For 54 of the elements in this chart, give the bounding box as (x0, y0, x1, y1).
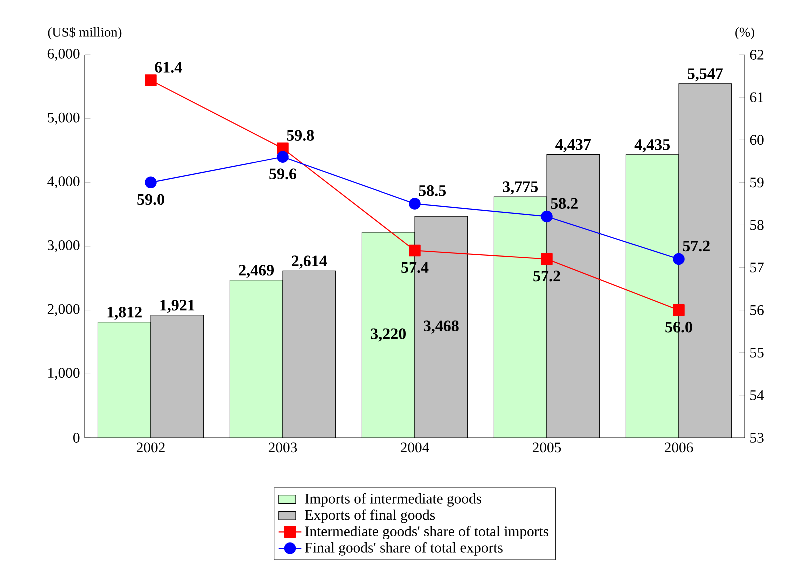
y2-tick-label: 62 (750, 50, 764, 60)
y2-axis-title: (%) (736, 28, 754, 40)
y-tick-label: 1,000 (48, 368, 80, 380)
legend-label: Exports of final goods (305, 510, 436, 524)
y2-tick-label: 55 (750, 348, 764, 358)
data-label: 61.4 (155, 62, 182, 73)
x-tick-label: 2003 (268, 442, 298, 453)
data-label: 3,468 (424, 320, 459, 334)
data-label: 4,437 (556, 139, 592, 152)
data-label: 5,547 (688, 68, 724, 82)
x-tick-label: 2004 (400, 442, 430, 453)
x-tick-label: 2002 (136, 442, 165, 453)
data-label: 1,812 (108, 306, 142, 320)
y-tick-label: 0 (74, 433, 80, 443)
y2-tick-label: 60 (750, 135, 764, 146)
point (145, 176, 157, 189)
data-label: 1,921 (160, 300, 195, 314)
data-label: 3,220 (371, 328, 406, 342)
point (409, 244, 421, 257)
point (673, 253, 685, 266)
y-tick-label: 6,000 (48, 49, 80, 62)
data-label: 2,614 (292, 256, 328, 269)
x-tick-label: 2005 (532, 442, 562, 453)
y2-tick-label: 58 (750, 220, 764, 230)
data-label: 4,435 (634, 140, 670, 153)
y-tick-label: 2,000 (48, 304, 80, 316)
data-label: 58.2 (551, 198, 578, 210)
data-label: 59.8 (287, 130, 314, 142)
point (541, 210, 553, 223)
point (673, 304, 685, 316)
legend-label: Final goods' share of total exports (305, 542, 503, 556)
y2-tick-label: 59 (750, 178, 764, 188)
y-tick-label: 4,000 (48, 176, 80, 189)
point (409, 198, 421, 210)
data-label: 57.2 (683, 240, 710, 252)
y2-tick-label: 57 (750, 262, 764, 273)
data-label: 2,469 (239, 265, 274, 278)
data-label: 3,775 (503, 182, 538, 195)
data-label: 58.5 (419, 185, 446, 196)
point (277, 151, 289, 164)
data-label: 59.0 (138, 194, 164, 206)
y-axis-title: (US$ million) (48, 27, 122, 40)
point (541, 253, 553, 266)
y2-tick-label: 56 (750, 305, 764, 316)
y2-tick-label: 53 (750, 433, 764, 443)
legend-label: Imports of intermediate goods (305, 493, 482, 507)
y-tick-label: 5,000 (48, 112, 80, 125)
y2-tick-label: 61 (750, 92, 764, 102)
point (145, 74, 157, 86)
y-tick-label: 3,000 (48, 240, 80, 253)
data-label: 59.6 (270, 168, 297, 180)
legend-label: Intermediate goods' share of total imports (305, 526, 548, 540)
y2-tick-label: 54 (750, 390, 764, 400)
x-tick-label: 2006 (664, 442, 694, 453)
